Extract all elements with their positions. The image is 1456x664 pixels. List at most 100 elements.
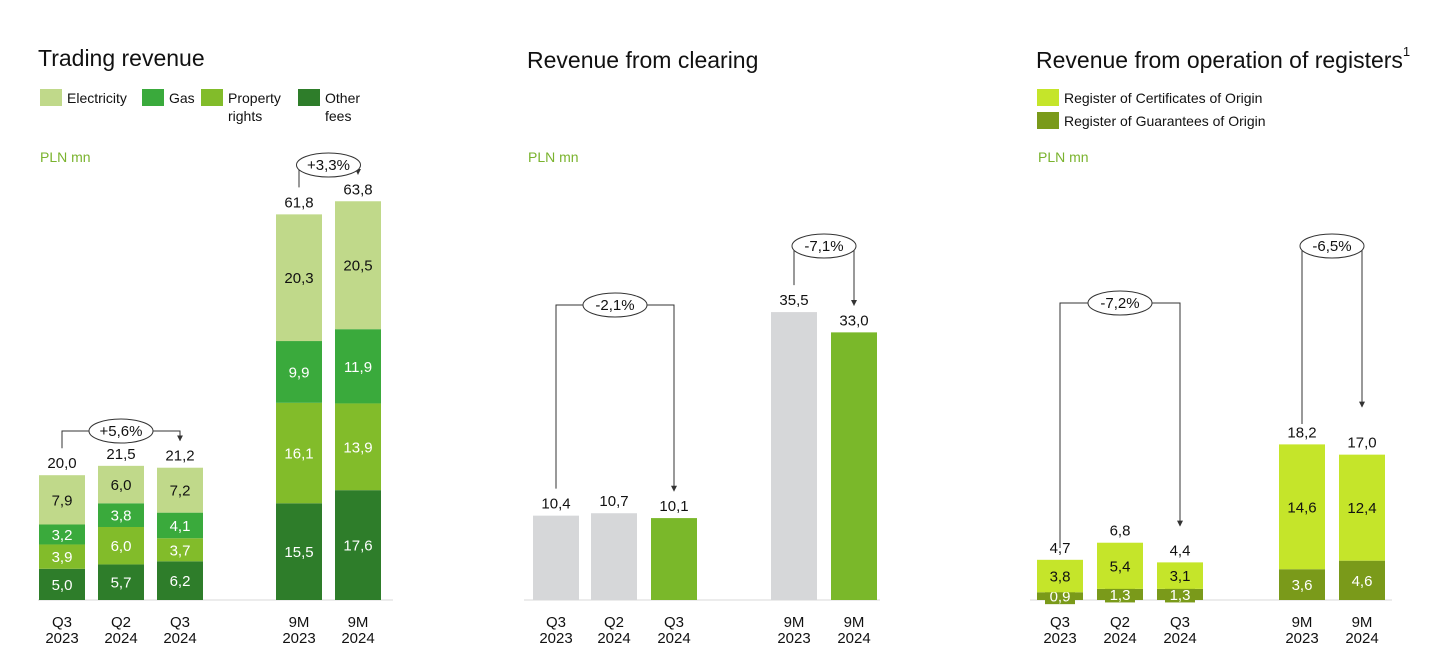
comparison-bubble bbox=[791, 233, 857, 259]
value-label: 0,9 bbox=[1050, 589, 1071, 606]
category-label-line2: 2024 bbox=[1345, 630, 1378, 647]
registers-revenue-title-text: Revenue from operation of registers bbox=[1036, 47, 1403, 73]
value-label: 5,0 bbox=[52, 577, 73, 594]
bar bbox=[591, 513, 637, 600]
value-label: 5,7 bbox=[111, 575, 132, 592]
bar-segment-register_guarantees bbox=[1339, 560, 1385, 600]
bar bbox=[533, 515, 579, 600]
category-label-line1: Q2 bbox=[111, 614, 131, 631]
value-label: 17,6 bbox=[343, 538, 372, 555]
bar bbox=[651, 518, 697, 600]
value-label: 6,2 bbox=[170, 573, 191, 590]
category-label-line1: 9M bbox=[784, 614, 805, 631]
value-label: 33,0 bbox=[839, 312, 868, 329]
category-label-line1: Q3 bbox=[546, 614, 566, 631]
value-label: 3,7 bbox=[170, 542, 191, 559]
category-label-line2: 2024 bbox=[837, 630, 870, 647]
comparison-bubble bbox=[1299, 233, 1365, 259]
category-label-line2: 2023 bbox=[1043, 630, 1076, 647]
category-label-line2: 2023 bbox=[539, 630, 572, 647]
legend-register-guarantees: Register of Guarantees of Origin bbox=[1037, 112, 1266, 130]
legend-swatch-register-certificates bbox=[1037, 89, 1059, 106]
bar-segment-electricity bbox=[98, 465, 144, 504]
category-label-line2: 2024 bbox=[1163, 630, 1196, 647]
value-label: 3,8 bbox=[1050, 569, 1071, 586]
bar-segment-electricity bbox=[39, 475, 85, 525]
bar-segment-property_rights bbox=[157, 538, 203, 562]
value-label: 13,9 bbox=[343, 439, 372, 456]
legend-register-certificates: Register of Certificates of Origin bbox=[1037, 89, 1262, 107]
comparison-label: +3,3% bbox=[307, 157, 350, 174]
comparison-bracket-left bbox=[1059, 302, 1088, 548]
legend-swatch-electricity bbox=[40, 89, 62, 106]
comparison-bubble bbox=[88, 418, 154, 444]
category-label-line1: Q3 bbox=[170, 614, 190, 631]
category-label-line2: 2024 bbox=[597, 630, 630, 647]
bar bbox=[831, 332, 877, 600]
comparison-arrow bbox=[851, 245, 857, 306]
bar-segment-register_guarantees bbox=[1279, 569, 1325, 600]
bar-segment-other_fees bbox=[335, 490, 381, 600]
bar-segment-register_certificates bbox=[1279, 444, 1325, 570]
total-label: 21,2 bbox=[165, 448, 194, 465]
comparison-arrow bbox=[1359, 245, 1365, 408]
trading-unit-label: PLN mn bbox=[40, 149, 91, 165]
total-label: 21,5 bbox=[106, 446, 135, 463]
comparison-label: -6,5% bbox=[1312, 238, 1351, 255]
category-label-line2: 2024 bbox=[657, 630, 690, 647]
comparison-arrow bbox=[153, 430, 183, 442]
chart-panel-1: 10,4Q3202310,7Q2202410,1Q3202435,59M2023… bbox=[524, 233, 880, 647]
category-label-line2: 2024 bbox=[163, 630, 196, 647]
category-label-line1: 9M bbox=[289, 614, 310, 631]
category-label-line1: Q2 bbox=[1110, 614, 1130, 631]
registers-title-footnote: 1 bbox=[1402, 44, 1411, 59]
value-label: 5,4 bbox=[1110, 558, 1131, 575]
chart-panel-2: 0,93,84,7Q320231,35,46,8Q220241,33,14,4Q… bbox=[1030, 233, 1392, 647]
bar-segment-register_certificates bbox=[1097, 542, 1143, 589]
value-label: 4,1 bbox=[170, 518, 191, 535]
bar-segment-gas bbox=[276, 341, 322, 403]
value-label: 6,0 bbox=[111, 538, 132, 555]
bar bbox=[771, 312, 817, 600]
value-label: 9,9 bbox=[289, 364, 310, 381]
comparison-bracket-left bbox=[1300, 245, 1303, 424]
bar-segment-other_fees bbox=[157, 561, 203, 600]
comparison-label: +5,6% bbox=[100, 423, 143, 440]
value-label: 14,6 bbox=[1287, 499, 1316, 516]
comparison-bubble bbox=[1087, 290, 1153, 316]
value-label: 12,4 bbox=[1347, 500, 1376, 517]
comparison-label: -2,1% bbox=[595, 297, 634, 314]
category-label-line2: 2024 bbox=[1103, 630, 1136, 647]
value-label: 11,9 bbox=[344, 359, 372, 376]
registers-revenue-title: Revenue from operation of registers1 bbox=[1036, 44, 1411, 74]
bar-segment-register_certificates bbox=[1037, 559, 1083, 593]
value-label: 20,5 bbox=[343, 258, 372, 275]
total-label: 63,8 bbox=[343, 181, 372, 198]
category-label-line2: 2023 bbox=[777, 630, 810, 647]
value-label: 4,6 bbox=[1352, 573, 1373, 590]
value-label: 10,7 bbox=[599, 493, 628, 510]
bar-segment-register_certificates bbox=[1339, 454, 1385, 561]
trading-revenue-title: Trading revenue bbox=[38, 45, 205, 71]
category-label-line2: 2023 bbox=[45, 630, 78, 647]
bar-segment-other_fees bbox=[39, 568, 85, 600]
category-label-line1: Q2 bbox=[604, 614, 624, 631]
legend-other-fees: Other fees bbox=[298, 89, 360, 125]
legend-label-gas: Gas bbox=[169, 90, 195, 106]
value-label: 6,0 bbox=[111, 477, 132, 494]
legend-label-property-rights: Property rights bbox=[228, 90, 281, 124]
bar-segment-property_rights bbox=[276, 402, 322, 504]
comparison-bubble bbox=[296, 152, 361, 178]
legend-swatch-gas bbox=[142, 89, 164, 106]
bar-segment-electricity bbox=[335, 201, 381, 330]
category-label-line1: 9M bbox=[1292, 614, 1313, 631]
bar-segment-gas bbox=[39, 524, 85, 545]
bar-segment-register_certificates bbox=[1157, 562, 1203, 589]
category-label-line1: Q3 bbox=[52, 614, 72, 631]
bar-segment-electricity bbox=[276, 214, 322, 342]
legend-gas: Gas bbox=[142, 89, 195, 107]
value-label: 10,4 bbox=[541, 496, 570, 513]
total-label: 17,0 bbox=[1347, 435, 1376, 452]
value-label: 15,5 bbox=[284, 544, 313, 561]
value-label: 35,5 bbox=[779, 292, 808, 309]
